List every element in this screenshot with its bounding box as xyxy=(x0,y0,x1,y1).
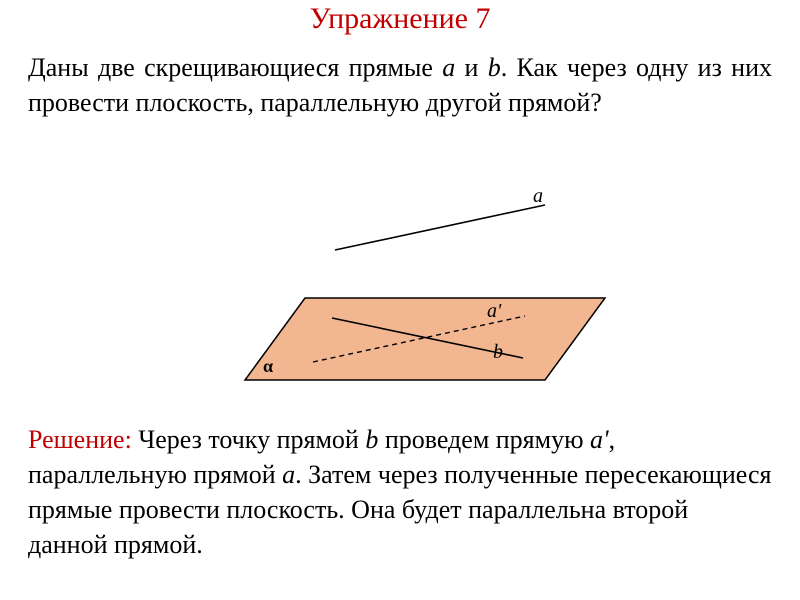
plane-alpha xyxy=(245,298,605,380)
label-b: b xyxy=(493,341,503,363)
label-a: a xyxy=(533,190,543,207)
line-a xyxy=(335,205,545,250)
label-a-prime: a' xyxy=(487,300,502,322)
solution-text: Решение: Через точку прямой b проведем п… xyxy=(28,422,772,562)
problem-text: Даны две скрещивающиеся прямые a и b. Ка… xyxy=(28,50,772,120)
label-alpha: α xyxy=(263,356,273,376)
exercise-title: Упражнение 7 xyxy=(0,2,800,36)
geometry-diagram: a a' b α xyxy=(185,190,615,410)
page: Упражнение 7 Даны две скрещивающиеся пря… xyxy=(0,0,800,600)
solution-label: Решение: xyxy=(28,425,132,454)
solution-body: Через точку прямой b проведем прямую a',… xyxy=(28,425,771,559)
